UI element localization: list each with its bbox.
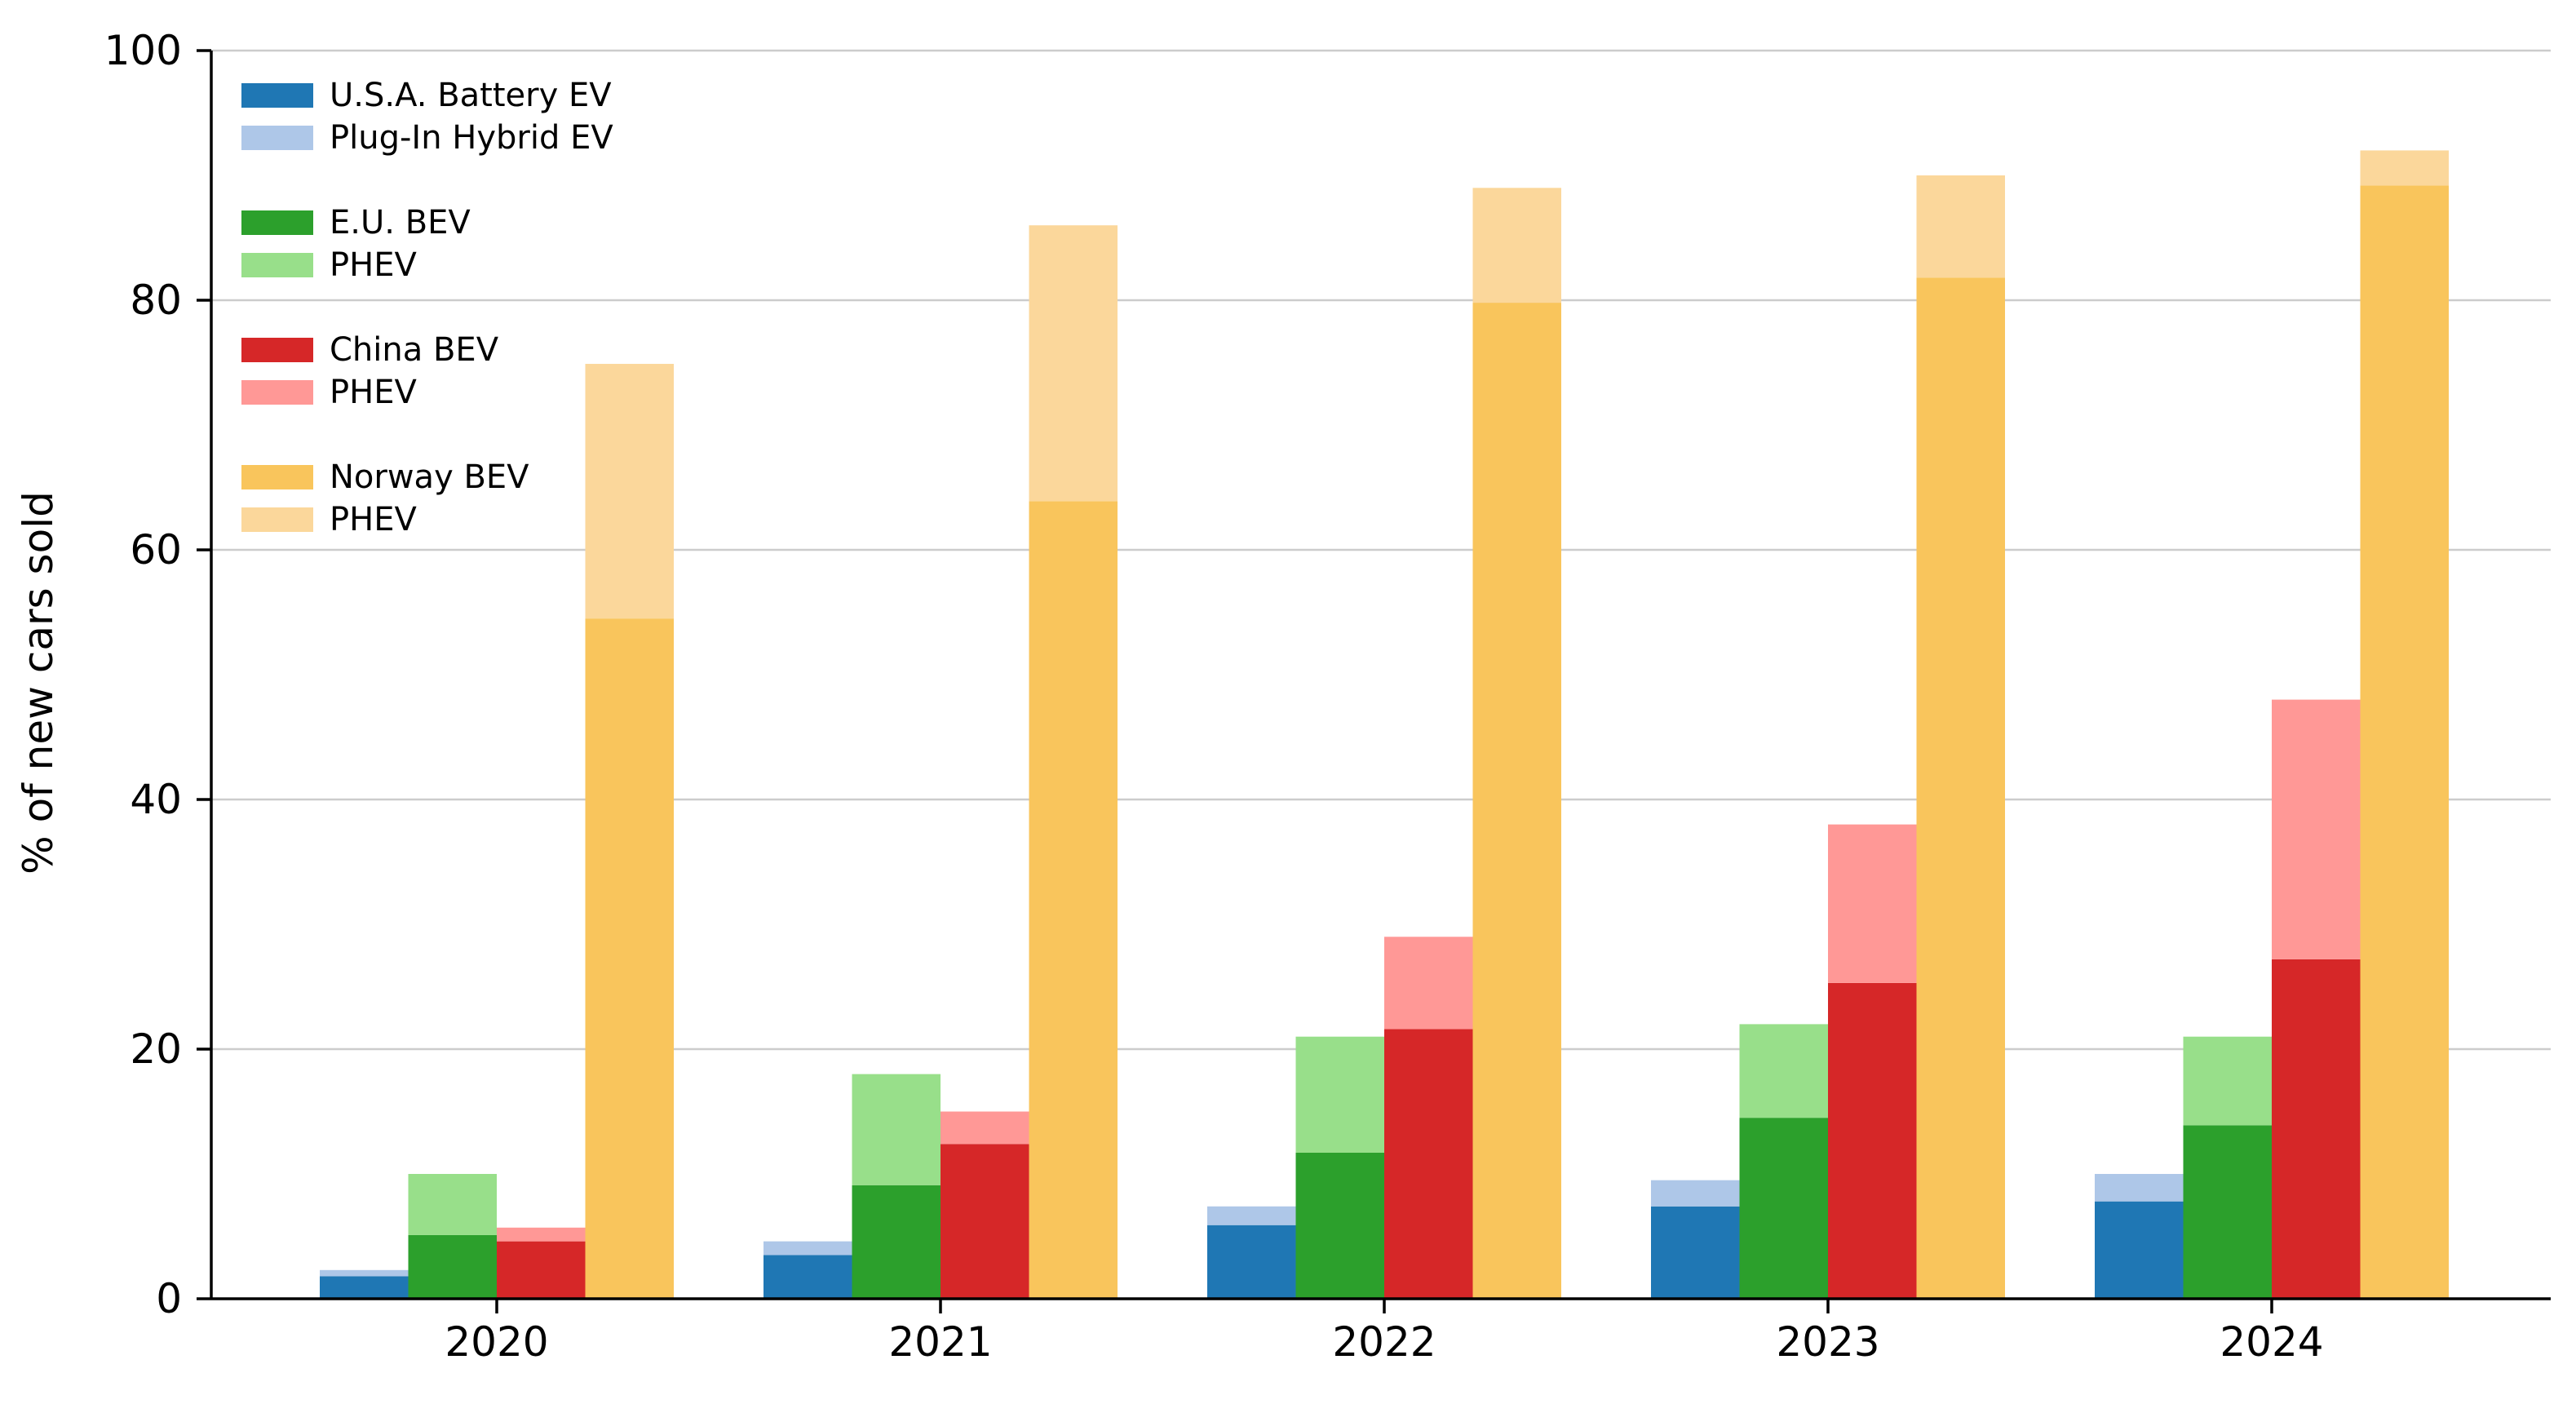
x-tick-label: 2024: [2220, 1318, 2323, 1366]
axes: [210, 51, 2551, 1300]
y-axis-label: % of new cars sold: [15, 491, 62, 875]
y-ticks: 0 20 40 60 80 100: [104, 27, 211, 1322]
legend-swatch: [241, 253, 313, 277]
bar-norway-bev-2022: [1472, 303, 1561, 1299]
bar-norway-bev-2023: [1916, 277, 2005, 1300]
legend-swatch: [241, 126, 313, 150]
bar-eu-phev-2020: [408, 1174, 497, 1235]
legend-label: PHEV: [330, 246, 417, 284]
bar-china-phev-2024: [2272, 699, 2361, 959]
y-tick-label: 0: [156, 1275, 182, 1322]
bar-eu-bev-2021: [852, 1185, 941, 1299]
bar-china-bev-2024: [2272, 959, 2361, 1299]
bar-eu-bev-2022: [1295, 1152, 1384, 1299]
legend-label: Plug-In Hybrid EV: [330, 119, 613, 157]
y-tick-label: 100: [104, 27, 182, 74]
bar-usa-phev-2021: [764, 1241, 852, 1256]
bar-norway-bev-2021: [1029, 501, 1118, 1299]
x-tick-label: 2020: [445, 1318, 548, 1366]
bar-usa-bev-2022: [1207, 1225, 1296, 1299]
bar-china-phev-2023: [1828, 824, 1917, 983]
x-tick-label: 2023: [1776, 1318, 1879, 1366]
legend-swatch: [241, 465, 313, 489]
bar-eu-phev-2021: [852, 1074, 941, 1185]
legend-swatch: [241, 380, 313, 405]
y-tick-label: 60: [130, 526, 182, 574]
bar-eu-bev-2020: [408, 1234, 497, 1299]
x-tick-label: 2021: [888, 1318, 992, 1366]
bar-usa-bev-2024: [2095, 1201, 2184, 1299]
bar-china-phev-2022: [1384, 937, 1473, 1030]
bar-usa-phev-2023: [1651, 1180, 1740, 1207]
bar-norway-bev-2020: [585, 618, 674, 1299]
x-tick-label: 2022: [1332, 1318, 1436, 1366]
bar-usa-phev-2020: [320, 1269, 409, 1277]
legend-swatch: [241, 338, 313, 362]
bar-eu-phev-2024: [2183, 1036, 2272, 1126]
x-ticks: 2020 2021 2022 2023 2024: [445, 1299, 2324, 1366]
bar-china-bev-2021: [941, 1144, 1029, 1299]
legend-label: PHEV: [330, 374, 417, 411]
legend-swatch: [241, 210, 313, 235]
y-tick-label: 80: [130, 277, 182, 324]
bar-eu-phev-2023: [1739, 1024, 1828, 1118]
bar-usa-bev-2023: [1651, 1206, 1740, 1299]
bar-usa-bev-2021: [764, 1255, 852, 1299]
legend-swatch: [241, 507, 313, 532]
bar-eu-bev-2023: [1739, 1118, 1828, 1299]
bar-eu-bev-2024: [2183, 1125, 2272, 1299]
legend-swatch: [241, 83, 313, 108]
bar-norway-phev-2020: [585, 364, 674, 619]
bar-norway-phev-2024: [2360, 150, 2449, 186]
bar-norway-phev-2022: [1472, 188, 1561, 303]
bar-china-phev-2020: [497, 1227, 586, 1242]
legend-label: Norway BEV: [330, 458, 529, 496]
bar-china-bev-2023: [1828, 982, 1917, 1299]
bars: [320, 150, 2449, 1300]
grid-lines: [211, 49, 2551, 1051]
y-tick-label: 20: [130, 1025, 182, 1073]
legend-label: E.U. BEV: [330, 204, 471, 241]
bar-china-bev-2022: [1384, 1029, 1473, 1299]
y-tick-label: 40: [130, 776, 182, 823]
bar-usa-phev-2022: [1207, 1206, 1296, 1225]
bar-norway-phev-2021: [1029, 225, 1118, 502]
bar-norway-bev-2024: [2360, 185, 2449, 1300]
legend-label: PHEV: [330, 501, 417, 538]
bar-norway-phev-2023: [1916, 175, 2005, 278]
legend-label: China BEV: [330, 331, 499, 369]
bar-china-bev-2020: [497, 1241, 586, 1299]
bar-china-phev-2021: [941, 1111, 1029, 1145]
bar-usa-phev-2024: [2095, 1174, 2184, 1202]
bar-eu-phev-2022: [1295, 1036, 1384, 1153]
bar-usa-bev-2020: [320, 1276, 409, 1299]
legend-label: U.S.A. Battery EV: [330, 77, 612, 114]
legend: U.S.A. Battery EV Plug-In Hybrid EV E.U. B…: [241, 77, 613, 538]
